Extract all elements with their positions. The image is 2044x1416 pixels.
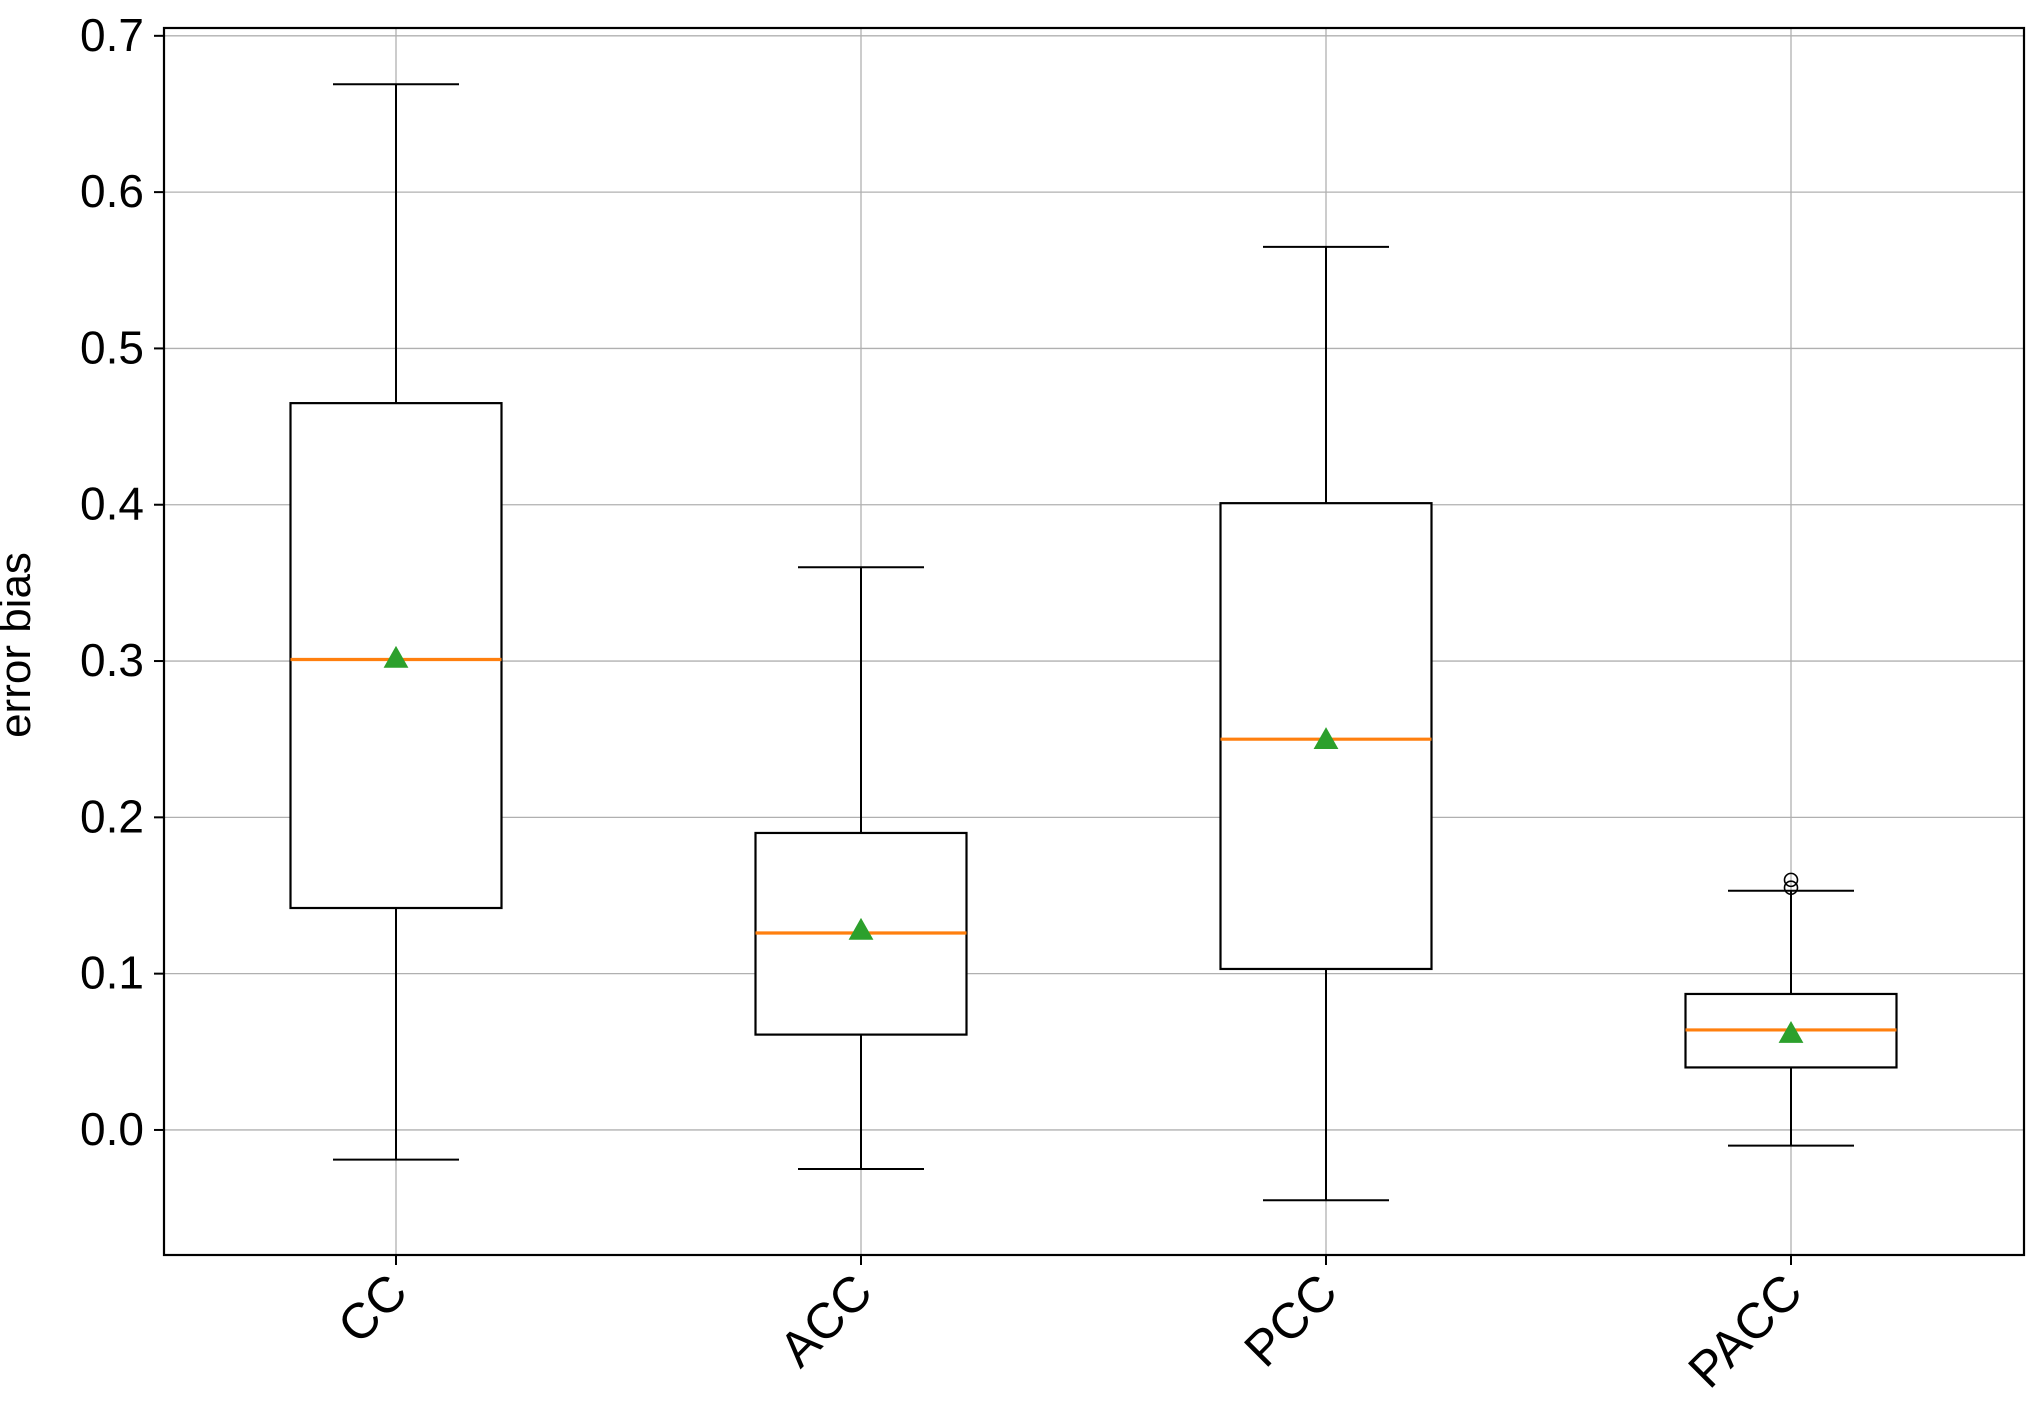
svg-text:0.0: 0.0 [80,1103,144,1155]
svg-text:0.6: 0.6 [80,165,144,217]
svg-text:0.2: 0.2 [80,790,144,842]
svg-text:0.1: 0.1 [80,947,144,999]
svg-text:error bias: error bias [0,552,40,738]
svg-text:0.3: 0.3 [80,634,144,686]
svg-text:0.5: 0.5 [80,321,144,373]
svg-text:0.7: 0.7 [80,9,144,61]
svg-text:0.4: 0.4 [80,478,144,530]
